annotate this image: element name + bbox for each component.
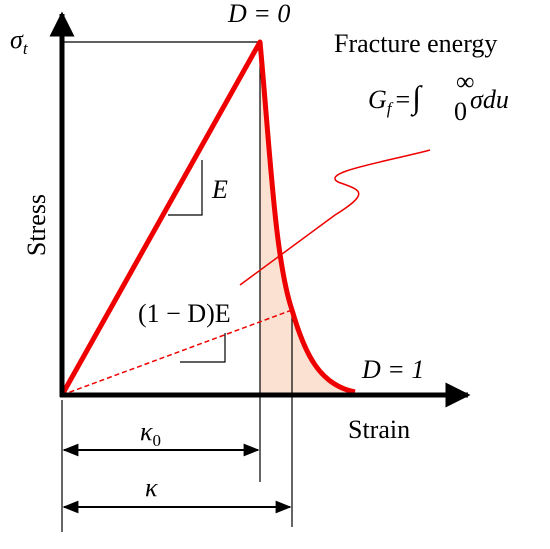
strain-label: Strain	[348, 415, 410, 444]
gf-formula: Gf =∫	[368, 79, 423, 118]
damaged-label: (1 − D)E	[138, 299, 231, 328]
gf-lower: 0	[454, 97, 467, 126]
peak-label: D = 0	[227, 0, 290, 28]
annotation-curve	[239, 149, 431, 286]
gf-upper: ∞	[456, 67, 475, 96]
fracture-label: Fracture energy	[334, 29, 497, 58]
damaged-line	[61, 309, 293, 396]
damaged-triangle	[180, 333, 226, 363]
stress-label: Stress	[22, 194, 51, 256]
sigma-label: σt	[10, 25, 29, 58]
stress-curve	[59, 39, 356, 397]
kappa0-label: κ0	[140, 417, 161, 450]
kappa-label: κ	[145, 473, 158, 502]
slope-triangle	[168, 160, 203, 216]
slope-label: E	[211, 175, 228, 204]
fracture-area	[260, 42, 355, 395]
end-label: D = 1	[361, 355, 424, 384]
gf-body: σdu	[470, 85, 509, 114]
